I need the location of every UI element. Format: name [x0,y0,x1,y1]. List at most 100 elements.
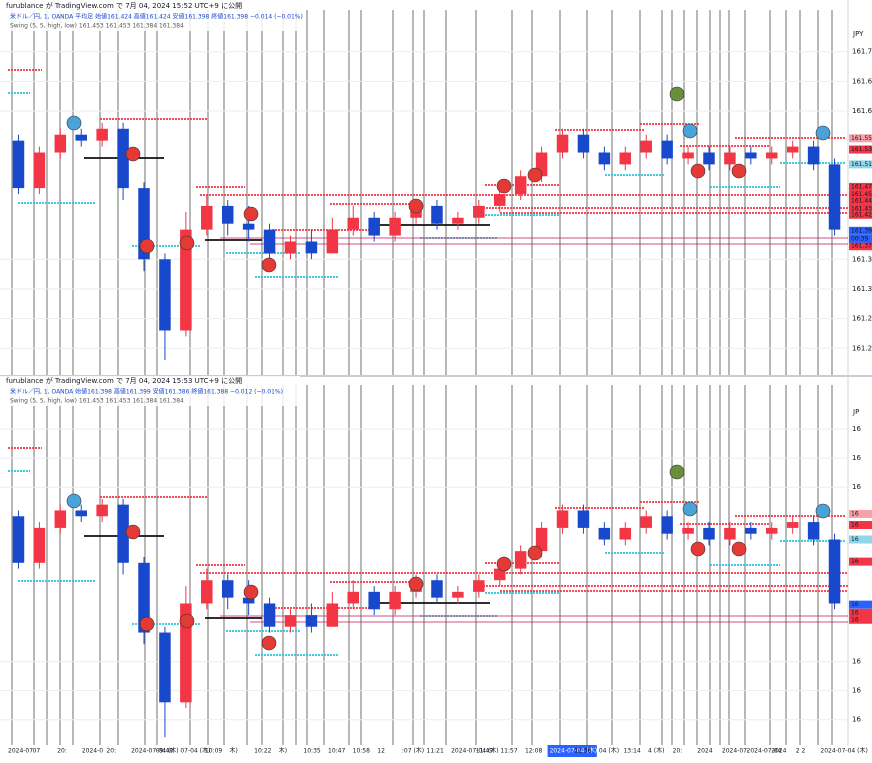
candle-body [284,615,297,627]
x-tick-label: 2024-0 [82,748,103,755]
marker-icon [496,178,512,194]
candle-body [724,527,736,540]
marker-icon [815,125,831,141]
candle-body [326,603,339,627]
price-label-box [849,520,872,529]
y-tick-label: 16 [852,483,861,491]
marker-icon [408,198,424,214]
candle-body [577,510,590,528]
x-tick-label: 10:58 [353,748,370,755]
countdown-box [849,234,872,243]
marker-icon [731,541,747,557]
marker-icon [527,167,543,183]
candle-body [263,229,276,254]
price-label: 161.425 [851,211,872,218]
candle-body [242,597,255,604]
x-tick-label: 20: [106,748,116,755]
price-label: 161.510 [851,161,872,168]
x-tick-label: 20: [57,748,67,755]
price-label-box [849,210,872,219]
x-tick-label: 2024-07-04 (木) [550,747,597,755]
marker-icon [125,146,141,162]
x-tick-label: 10:35 [303,748,320,755]
candle-body [598,527,611,540]
price-label: 161.535 [851,146,872,153]
marker-icon [815,503,831,519]
candle-body [305,615,318,627]
candle-body [368,217,380,236]
x-tick-label: 4 (木) [648,747,664,755]
x-tick-label: 11:21 [427,748,444,755]
marker-icon [243,206,259,222]
candle-body [242,223,255,230]
candle-body [745,152,757,159]
candle-body [786,146,799,153]
marker-icon [66,115,82,131]
x-tick-label: 11:49 [476,748,493,755]
candle-body [703,527,715,540]
candle-body [493,568,506,581]
candle-body [556,510,569,528]
x-tick-label: 10:09 [205,748,222,755]
y-tick-label: 161.200 [852,344,872,352]
marker-icon [527,545,543,561]
candle-body [54,510,67,528]
marker-icon [682,501,698,517]
candle-body [828,539,841,604]
candle-body [577,134,590,153]
x-tick-label: 12 [377,748,385,755]
candle-body [221,580,234,598]
price-label-box [849,160,872,169]
x-tick-label: 04 (木) [599,747,619,755]
x-tick-label: 11:57 [500,748,517,755]
candle-body [786,522,799,528]
x-tick-label: :07 (木) [402,747,424,755]
price-label: 161.472 [851,183,872,190]
price-unit: JPY [852,30,864,38]
price-label-box [849,204,872,213]
marker-icon [179,613,195,629]
candle-body [640,140,652,153]
price-label-box [849,134,872,143]
candle-body [347,591,360,604]
y-tick-label: 161.600 [852,107,872,115]
marker-icon [139,238,155,254]
y-tick-label: 16 [852,658,861,666]
price-label-box [849,242,872,251]
y-tick-label: 16 [852,425,861,433]
marker-icon [669,86,685,102]
candle-body [514,551,527,569]
y-tick-label: 161.350 [852,255,872,263]
marker-icon [66,493,82,509]
price-label: 16 [851,521,859,528]
marker-icon [690,541,706,557]
x-tick-label: 2024 [697,748,712,755]
candle-body [807,522,820,540]
x-tick-label: 10:47 [328,748,345,755]
candle-body [619,527,632,540]
candle-body [389,217,401,236]
price-label: 16 [851,510,859,517]
marker-icon [690,163,706,179]
marker-icon [261,257,277,273]
x-tick-label: 07 [33,748,41,755]
candle-body [347,217,360,230]
price-label: 161.554 [851,135,872,142]
marker-icon [125,524,141,540]
price-label: 161.448 [851,198,872,205]
candle-body [556,134,569,153]
candle-body [619,152,632,165]
candle-body [117,504,129,563]
candle-body [535,152,548,177]
price-label: 161.459 [851,191,872,198]
candle-body [766,527,778,534]
candle-body [12,140,25,189]
price-label: 16 [851,558,859,565]
x-tick-label: 13:14 [623,748,640,755]
candle-body [661,140,673,159]
y-tick-label: 161.700 [852,48,872,56]
x-tick-label: 木) [279,747,287,755]
candle-body [326,229,339,254]
marker-icon [243,584,259,600]
x-tick-label: 2024-07-04 [747,748,782,755]
